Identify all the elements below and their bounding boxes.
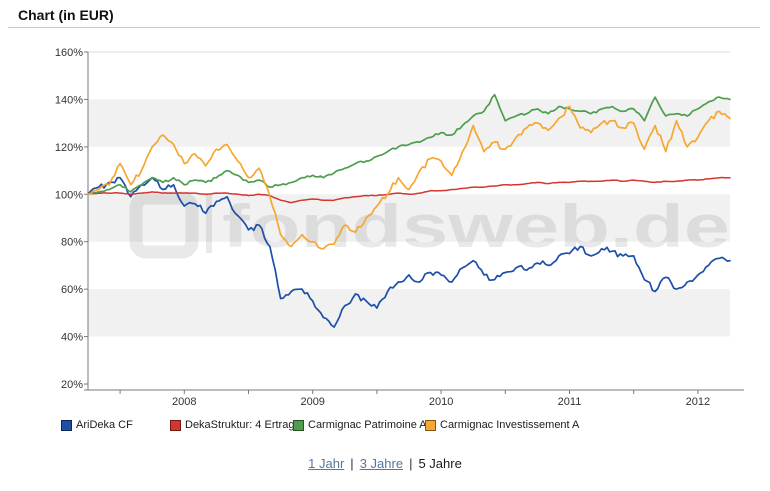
grid-band xyxy=(88,99,730,147)
grid-band xyxy=(88,289,730,337)
y-axis-label: 20% xyxy=(61,379,83,391)
x-axis-label: 2012 xyxy=(686,396,710,408)
period-selector: 1 Jahr | 3 Jahre | 5 Jahre xyxy=(0,456,770,471)
period-separator: | xyxy=(409,456,413,471)
series-line-dekastruktur-4-ertrag xyxy=(87,176,731,204)
performance-chart: fondsweb.de 160% 140% 120% 100% 80% 60% 40% 20%… xyxy=(55,47,744,408)
legend-swatch-carmignac-investissement-a xyxy=(425,419,436,431)
period-link-3-jahre[interactable]: 3 Jahre xyxy=(359,456,404,471)
series-line-arideka-cf xyxy=(87,176,731,328)
legend-swatch-carmignac-patrimoine-a xyxy=(293,419,304,431)
legend-label: Carmignac Investissement A xyxy=(440,419,580,431)
grid-band xyxy=(88,194,730,242)
grid-bands xyxy=(88,51,730,337)
y-axis-label: 60% xyxy=(61,284,83,296)
series-line-carmignac-investissement-a xyxy=(87,105,731,250)
period-separator: | xyxy=(350,456,354,471)
legend-item-carmignac-investissement-a: Carmignac Investissement A xyxy=(425,419,579,431)
x-axis-label: 2010 xyxy=(429,396,453,408)
chart-legend: AriDeka CF DekaStruktur: 4 Ertrag Carmig… xyxy=(0,419,770,435)
legend-item-dekastruktur-4-ertrag: DekaStruktur: 4 Ertrag xyxy=(170,419,294,431)
legend-label: AriDeka CF xyxy=(76,419,133,431)
series-line-carmignac-patrimoine-a xyxy=(87,93,731,196)
y-axis-label: 140% xyxy=(55,94,83,106)
y-axis-label: 120% xyxy=(55,142,83,154)
x-axis-label: 2011 xyxy=(558,396,582,408)
period-link-1-jahr[interactable]: 1 Jahr xyxy=(308,456,345,471)
x-axis-label: 2008 xyxy=(172,396,196,408)
legend-item-carmignac-patrimoine-a: Carmignac Patrimoine A xyxy=(293,419,427,431)
x-axis-label: 2009 xyxy=(300,396,324,408)
watermark-logo-icon xyxy=(129,191,199,259)
title-divider xyxy=(8,27,760,28)
chart-axes: 160% 140% 120% 100% 80% 60% 40% 20% 2008 2009 2010… xyxy=(55,47,744,408)
watermark-separator-bar xyxy=(206,195,212,253)
y-axis-label: 40% xyxy=(61,332,83,344)
y-axis-label: 80% xyxy=(61,237,83,249)
watermark: fondsweb.de xyxy=(129,191,730,260)
page-title: Chart (in EUR) xyxy=(18,7,114,23)
legend-item-arideka-cf: AriDeka CF xyxy=(61,419,133,431)
legend-swatch-dekastruktur-4-ertrag xyxy=(170,419,181,431)
legend-label: DekaStruktur: 4 Ertrag xyxy=(185,419,295,431)
y-axis-label: 160% xyxy=(55,47,83,59)
y-axis-label: 100% xyxy=(55,189,83,201)
legend-swatch-arideka-cf xyxy=(61,419,72,431)
watermark-text: fondsweb.de xyxy=(222,193,730,260)
period-current-5-jahre: 5 Jahre xyxy=(418,456,462,471)
legend-label: Carmignac Patrimoine A xyxy=(308,419,427,431)
chart-series xyxy=(87,93,731,328)
